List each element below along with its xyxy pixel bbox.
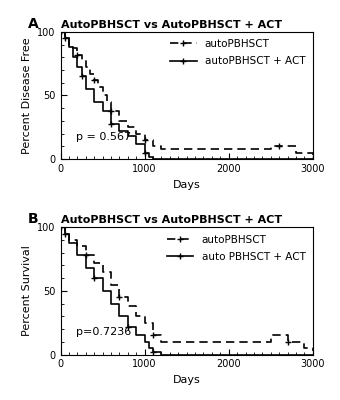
X-axis label: Days: Days xyxy=(173,180,201,190)
Text: B: B xyxy=(28,212,38,226)
Y-axis label: Percent Disease Free: Percent Disease Free xyxy=(22,37,32,154)
Text: p=0.7236: p=0.7236 xyxy=(76,328,131,338)
Y-axis label: Percent Survival: Percent Survival xyxy=(22,246,32,336)
Text: AutoPBHSCT vs AutoPBHSCT + ACT: AutoPBHSCT vs AutoPBHSCT + ACT xyxy=(61,215,282,225)
Legend: autoPBHSCT, auto PBHSCT + ACT: autoPBHSCT, auto PBHSCT + ACT xyxy=(163,230,310,266)
Text: AutoPBHSCT vs AutoPBHSCT + ACT: AutoPBHSCT vs AutoPBHSCT + ACT xyxy=(61,20,282,30)
Text: p = 0.567: p = 0.567 xyxy=(76,132,131,142)
Text: A: A xyxy=(28,16,38,30)
Legend: autoPBHSCT, autoPBHSCT + ACT: autoPBHSCT, autoPBHSCT + ACT xyxy=(166,35,310,70)
X-axis label: Days: Days xyxy=(173,375,201,385)
